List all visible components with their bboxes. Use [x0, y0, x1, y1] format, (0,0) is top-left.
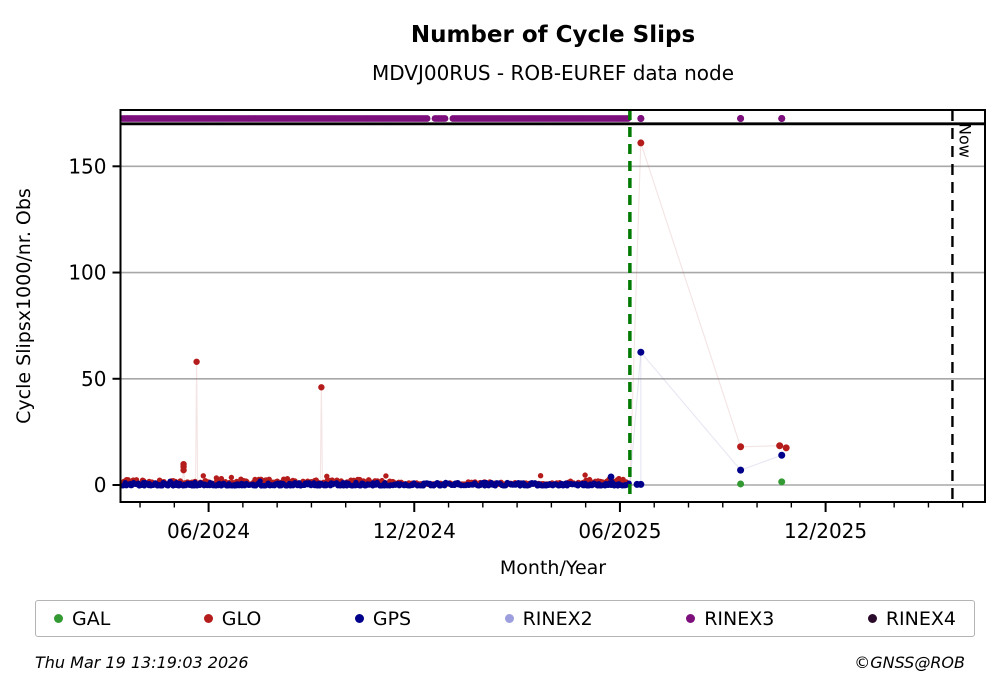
gps-marker-icon [354, 614, 364, 623]
legend: GAL GLO GPS RINEX2 RINEX3 RINEX4 [35, 600, 975, 637]
rinex3-row [119, 115, 632, 122]
credit: ©GNSS@ROB [854, 653, 965, 672]
gps-point [737, 466, 745, 474]
y-axis-label: Cycle Slipsx1000/nr. Obs [13, 188, 35, 424]
plot-frame [119, 109, 986, 503]
x-tick-label: 06/2024 [167, 519, 250, 543]
legend-label: GAL [72, 607, 111, 630]
legend-label: GPS [372, 607, 412, 630]
chart-canvas: Number of Cycle Slips MDVJ00RUS - ROB-EU… [13, 22, 986, 579]
legend-item-rinex4: RINEX4 [867, 607, 956, 630]
glo-marker-icon [203, 614, 213, 623]
glo-spike-point [193, 358, 200, 365]
glo-point [776, 442, 784, 450]
glo-point [637, 139, 645, 147]
y-tick-label: 150 [68, 154, 106, 178]
legend-label: RINEX2 [522, 607, 593, 630]
legend-item-gps: GPS [354, 607, 412, 630]
rinex3-point [778, 114, 786, 122]
now-label: Now [955, 123, 974, 158]
x-axis-label: Month/Year [500, 557, 606, 579]
x-tick-label: 12/2025 [784, 519, 867, 543]
gps-spike-point [607, 473, 615, 481]
legend-item-glo: GLO [203, 607, 262, 630]
glo-point [782, 444, 790, 452]
y-tick-label: 100 [68, 261, 106, 285]
rinex2-marker-icon [504, 614, 514, 623]
legend-label: RINEX3 [704, 607, 775, 630]
legend-item-gal: GAL [54, 608, 110, 630]
gal-marker-icon [54, 614, 63, 623]
x-tick-label: 12/2024 [373, 519, 456, 543]
chart-subtitle: MDVJ00RUS - ROB-EUREF data node [372, 61, 734, 85]
glo-spike-point [180, 460, 187, 468]
legend-item-rinex2: RINEX2 [504, 607, 593, 630]
glo-spike-line [195, 361, 199, 483]
legend-label: GLO [221, 607, 262, 630]
gps-connector-line [629, 350, 782, 485]
gal-point [778, 478, 786, 486]
rinex3-marker-icon [686, 614, 696, 623]
scatter-points-gps [119, 478, 632, 489]
gal-point [737, 480, 745, 488]
plot-area: Now 0 50 100 150 06/2024 12/2024 06/2025 12/2025 [68, 109, 986, 543]
footer: Thu Mar 19 13:19:03 2026 ©GNSS@ROB [35, 653, 965, 672]
rinex3-point [737, 114, 745, 122]
gps-point [637, 480, 645, 488]
y-tick-label: 50 [81, 367, 106, 391]
gps-point [778, 451, 786, 459]
gps-point [637, 348, 645, 356]
legend-label: RINEX4 [885, 607, 956, 630]
rinex3-point [637, 114, 645, 122]
legend-item-rinex3: RINEX3 [686, 608, 774, 630]
glo-point [737, 443, 745, 451]
rinex4-marker-icon [867, 614, 877, 623]
glo-spike-point [318, 384, 325, 391]
timestamp: Thu Mar 19 13:19:03 2026 [35, 653, 249, 672]
y-tick-label: 0 [94, 473, 107, 497]
glo-spike-line [319, 387, 323, 483]
x-tick-label: 06/2025 [578, 519, 661, 543]
chart-title: Number of Cycle Slips [411, 22, 695, 48]
